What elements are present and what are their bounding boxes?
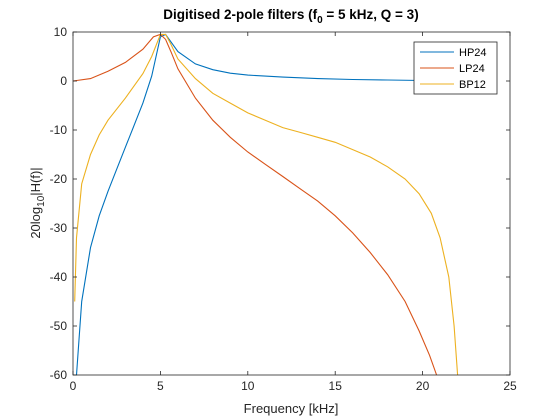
chart-title: Digitised 2-pole filters (f0 = 5 kHz, Q … (163, 7, 418, 26)
x-tick-label: 10 (241, 379, 255, 393)
chart-title-subscript: 0 (317, 15, 323, 26)
legend-label-lp24: LP24 (459, 63, 485, 75)
x-tick-label: 25 (503, 379, 517, 393)
y-axis-label: 20log10|H(f)| (28, 167, 47, 238)
y-tick-label: -20 (50, 172, 68, 186)
y-tick-label: -40 (50, 270, 68, 284)
x-tick-label: 0 (70, 379, 77, 393)
chart-title-prefix: Digitised 2-pole filters (f (163, 7, 317, 22)
x-axis: 0 5 10 15 20 25 (70, 32, 517, 393)
series-line-lp24 (73, 33, 438, 375)
y-tick-label: 0 (60, 74, 67, 88)
y-tick-label: 10 (54, 25, 68, 39)
legend: HP24 LP24 BP12 (413, 41, 498, 95)
plot-box (72, 31, 511, 376)
y-tick-label: -10 (50, 123, 68, 137)
y-axis-label-subscript: 10 (36, 195, 47, 207)
y-axis-label-prefix: 20log (28, 207, 43, 239)
y-tick-label: -30 (50, 221, 68, 235)
y-axis-label-suffix: |H(f)| (28, 167, 43, 195)
x-tick-label: 15 (329, 379, 343, 393)
y-axis: 10 0 -10 -20 -30 -40 -50 -60 (50, 25, 510, 382)
series-line-hp24 (75, 33, 458, 375)
x-tick-label: 5 (157, 379, 164, 393)
x-axis-label: Frequency [kHz] (244, 401, 339, 416)
legend-label-bp12: BP12 (459, 79, 486, 91)
legend-label-hp24: HP24 (459, 47, 487, 59)
y-tick-label: -60 (50, 368, 68, 382)
chart-title-suffix: = 5 kHz, Q = 3) (323, 7, 419, 22)
x-tick-label: 20 (416, 379, 430, 393)
y-tick-label: -50 (50, 319, 68, 333)
series-line-bp12 (74, 33, 459, 375)
series-layer (73, 33, 459, 375)
